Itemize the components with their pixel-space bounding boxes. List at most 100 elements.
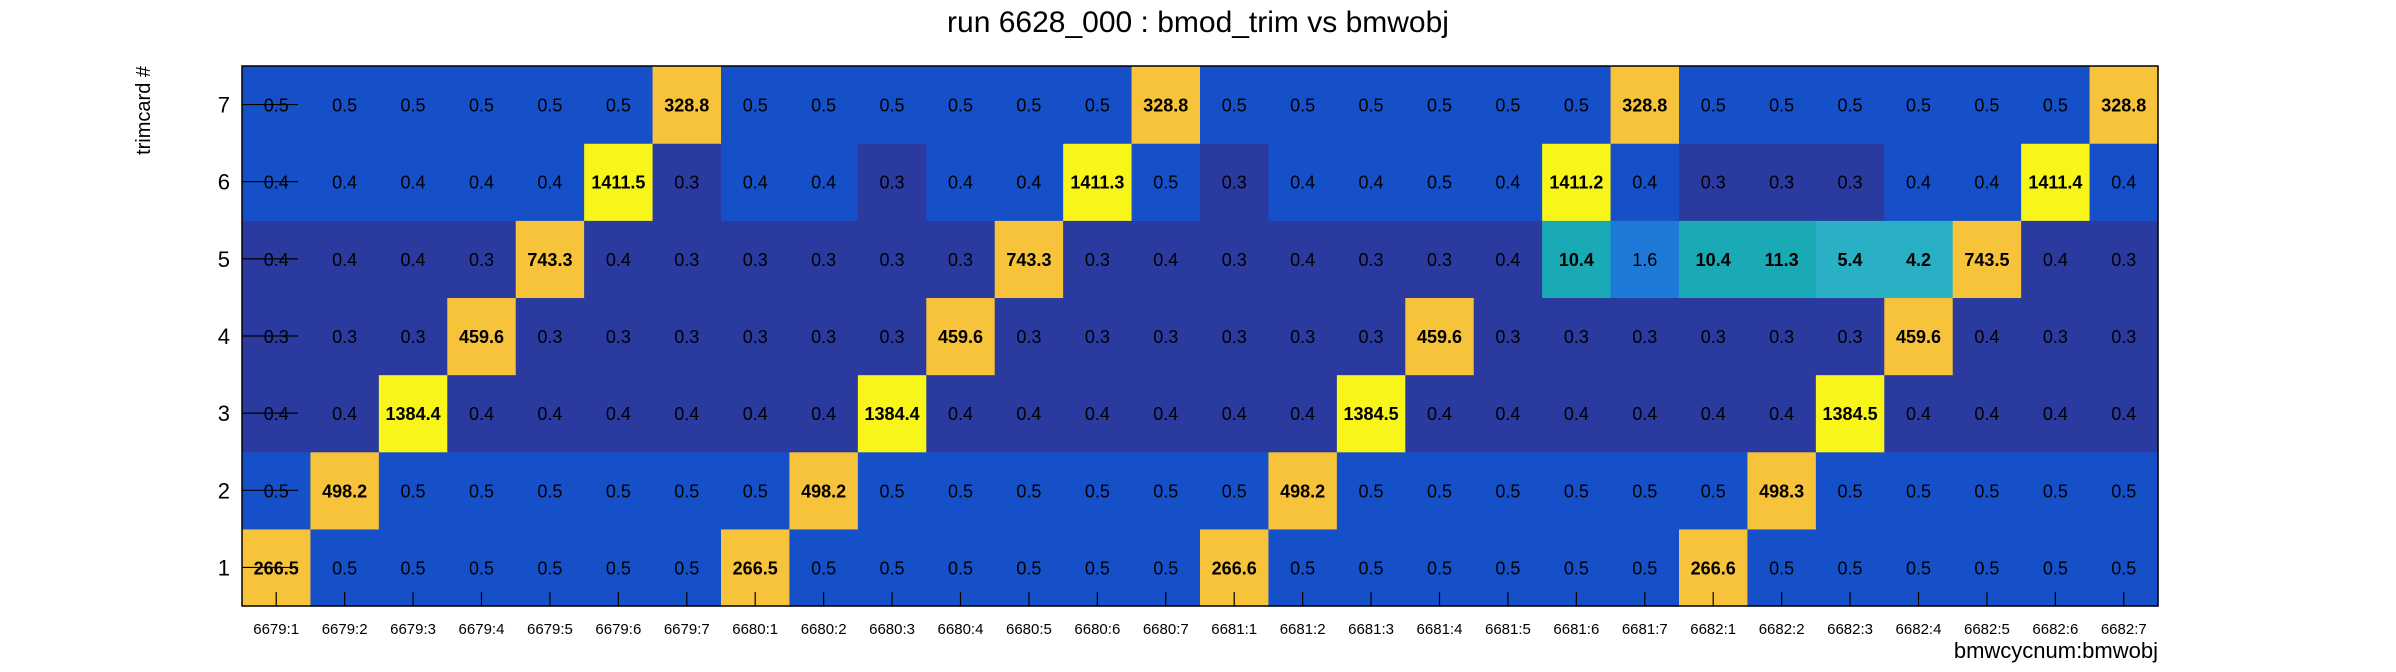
x-tick-label: 6682:5	[1964, 621, 2010, 638]
cell-value-label: 0.5	[469, 96, 494, 116]
heatmap-cell	[1063, 297, 1133, 376]
cell-value-label: 0.3	[1701, 327, 1726, 347]
cell-value-label: 0.4	[401, 173, 426, 193]
cell-value-label: 0.5	[1838, 96, 1863, 116]
heatmap-cell	[447, 220, 517, 299]
heatmap-cell	[1952, 374, 2022, 453]
cell-value-label: 0.4	[606, 250, 631, 270]
heatmap-cell	[857, 297, 927, 376]
heatmap-cell	[310, 374, 380, 453]
heatmap-cell	[857, 374, 927, 453]
heatmap-cell	[515, 451, 585, 530]
cell-value-label: 0.5	[2043, 558, 2068, 578]
cell-value-label: 266.6	[1212, 558, 1257, 578]
heatmap-cell	[1268, 451, 1338, 530]
heatmap-cell	[1336, 220, 1406, 299]
cell-value-label: 11.3	[1765, 250, 1799, 270]
cell-value-label: 0.4	[1564, 404, 1589, 424]
heatmap-cell	[1405, 143, 1475, 221]
cell-value-label: 0.5	[1906, 558, 1931, 578]
heatmap-cell	[652, 66, 722, 144]
cell-value-label: 0.5	[401, 96, 426, 116]
cell-value-label: 0.3	[880, 327, 905, 347]
x-axis-label: bmwcycnum:bmwobj	[1954, 638, 2158, 663]
y-tick-label: 1	[218, 555, 230, 580]
cell-value-label: 498.2	[322, 481, 367, 501]
cell-value-label: 0.4	[1769, 404, 1794, 424]
cell-value-label: 459.6	[1417, 327, 1462, 347]
heatmap-cell	[1473, 143, 1543, 221]
cell-value-label: 459.6	[459, 327, 504, 347]
cell-value-label: 0.5	[401, 558, 426, 578]
heatmap-cell	[652, 297, 722, 376]
heatmap-cell	[515, 66, 585, 144]
cell-value-label: 0.5	[880, 558, 905, 578]
cell-value-label: 0.3	[674, 327, 699, 347]
heatmap-cell	[2089, 66, 2159, 144]
heatmap-cell	[1131, 220, 1201, 299]
y-tick-label: 2	[218, 478, 230, 503]
x-tick-label: 6679:6	[595, 621, 641, 638]
heatmap-cell	[1131, 66, 1201, 144]
cell-value-label: 0.4	[743, 173, 768, 193]
cell-value-label: 0.5	[1359, 558, 1384, 578]
heatmap-cell	[584, 297, 654, 376]
heatmap-cell	[789, 297, 859, 376]
heatmap-cell	[2021, 220, 2091, 299]
heatmap-cell	[1405, 66, 1475, 144]
heatmap-cell	[926, 66, 996, 144]
cell-value-label: 0.5	[2111, 558, 2136, 578]
cell-value-label: 0.5	[401, 481, 426, 501]
cell-value-label: 0.3	[1359, 327, 1384, 347]
cell-value-label: 0.5	[1153, 558, 1178, 578]
cell-value-label: 328.8	[2101, 96, 2146, 116]
cell-value-label: 0.4	[1495, 173, 1520, 193]
heatmap-cell	[310, 143, 380, 221]
heatmap-cell	[447, 451, 517, 530]
cell-value-label: 0.5	[743, 96, 768, 116]
heatmap-cell	[447, 297, 517, 376]
cell-value-label: 0.5	[743, 481, 768, 501]
cell-value-label: 0.5	[1016, 96, 1041, 116]
heatmap-cell	[1200, 143, 1270, 221]
cell-value-label: 0.3	[2111, 250, 2136, 270]
x-tick-label: 6680:6	[1074, 621, 1120, 638]
cell-value-label: 0.5	[1974, 558, 1999, 578]
heatmap-cell	[1952, 451, 2022, 530]
heatmap-cell	[1610, 66, 1680, 144]
cell-value-label: 0.5	[469, 481, 494, 501]
heatmap-cell	[721, 297, 791, 376]
cell-value-label: 0.4	[1974, 404, 1999, 424]
x-tick-label: 6679:7	[664, 621, 710, 638]
cell-value-label: 459.6	[1896, 327, 1941, 347]
cell-value-label: 0.4	[1974, 173, 1999, 193]
cell-value-label: 0.5	[1769, 558, 1794, 578]
cell-value-label: 0.5	[1427, 173, 1452, 193]
cell-value-label: 0.5	[1838, 481, 1863, 501]
cell-value-label: 0.4	[811, 404, 836, 424]
heatmap-cell	[1542, 143, 1612, 221]
heatmap-cell	[1679, 374, 1749, 453]
cell-value-label: 266.6	[1691, 558, 1736, 578]
heatmap-cell	[378, 143, 448, 221]
cell-value-label: 0.5	[948, 558, 973, 578]
heatmap-cell	[2089, 143, 2159, 221]
heatmap-cell	[1815, 374, 1885, 453]
heatmap-cell	[789, 451, 859, 530]
heatmap-cell	[584, 66, 654, 144]
heatmap-cell	[1200, 220, 1270, 299]
cell-value-label: 0.5	[1427, 558, 1452, 578]
x-tick-label: 6682:7	[2101, 621, 2147, 638]
cell-value-label: 0.4	[332, 404, 357, 424]
cell-value-label: 0.4	[1974, 327, 1999, 347]
heatmap-cell	[652, 143, 722, 221]
heatmap-cell	[1336, 143, 1406, 221]
heatmap-cell	[2089, 297, 2159, 376]
heatmap-cell	[1405, 374, 1475, 453]
cell-value-label: 0.5	[1769, 96, 1794, 116]
heatmap-cell	[1473, 451, 1543, 530]
cell-value-label: 0.5	[332, 96, 357, 116]
heatmap-cell	[1679, 451, 1749, 530]
heatmap-cell	[721, 374, 791, 453]
